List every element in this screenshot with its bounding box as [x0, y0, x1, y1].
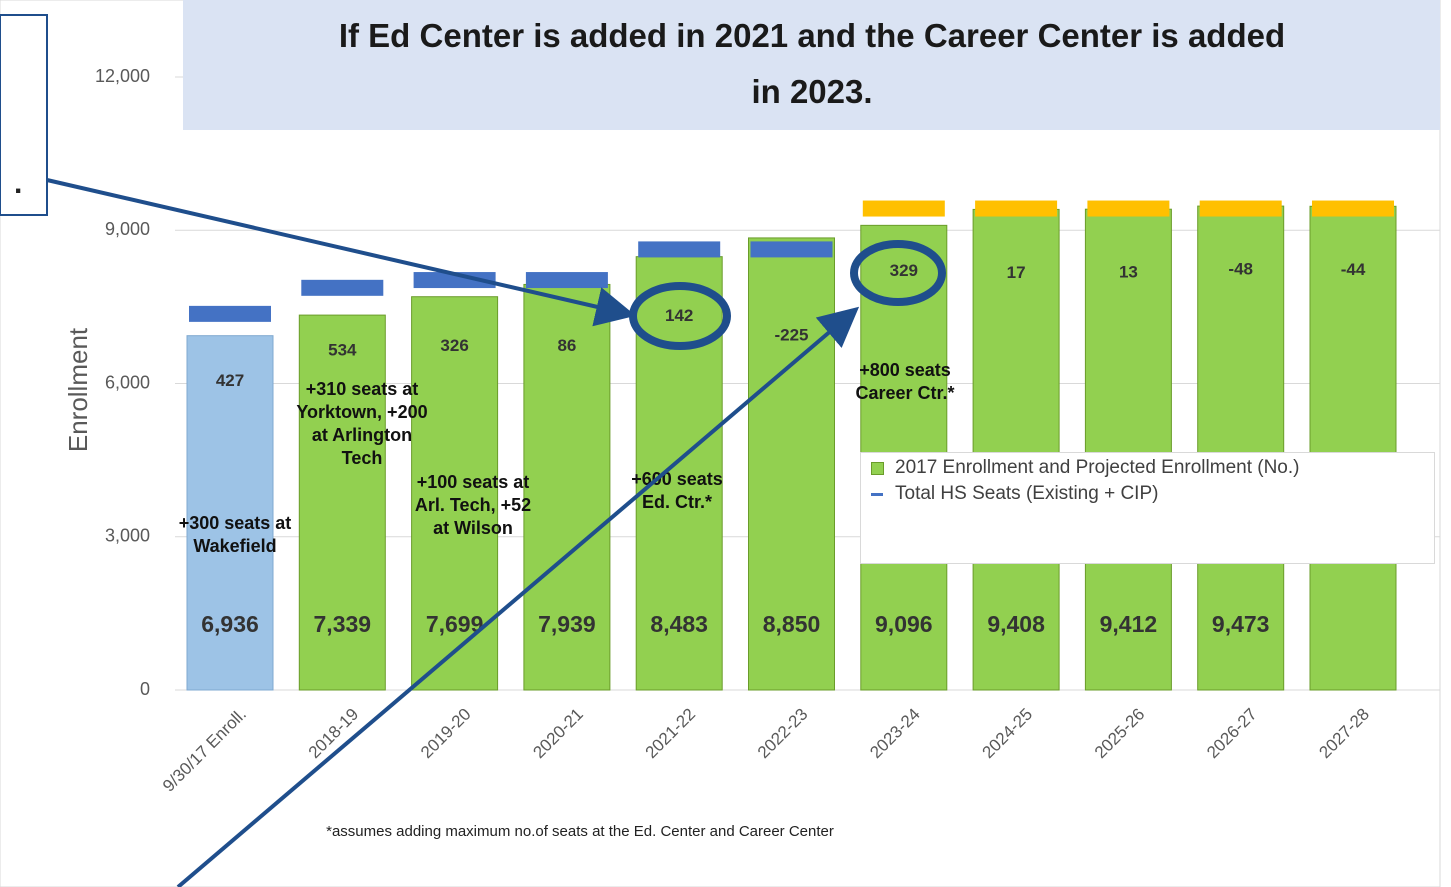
- difference-label: 427: [216, 371, 244, 390]
- annotation: at Arlington: [312, 425, 412, 445]
- footnote: *assumes adding maximum no.of seats at t…: [326, 823, 834, 840]
- annotation: Tech: [342, 448, 383, 468]
- annotation: Wakefield: [193, 536, 276, 556]
- legend-item: 2017 Enrollment and Projected Enrollment…: [871, 455, 1426, 481]
- arrow: [176, 306, 860, 887]
- y-axis-label: Enrollment: [63, 327, 93, 452]
- annotation: Ed. Ctr.*: [642, 492, 712, 512]
- legend-swatch: [871, 493, 883, 496]
- seat-marker: [413, 272, 496, 289]
- seat-marker: [189, 305, 271, 322]
- bar: [635, 256, 723, 691]
- y-tick-label: 0: [140, 679, 150, 699]
- annotation: at Wilson: [433, 518, 513, 538]
- highlight-circle: [850, 240, 946, 306]
- seat-marker: [1312, 200, 1394, 217]
- value-label: 7,339: [314, 611, 372, 637]
- difference-label: 329: [890, 261, 918, 280]
- value-label: 9,096: [875, 611, 933, 637]
- bar: [186, 335, 274, 691]
- seat-marker: [975, 200, 1058, 217]
- value-label: 8,850: [763, 611, 821, 637]
- value-label: 6,936: [201, 611, 259, 637]
- legend-swatch: [871, 462, 884, 475]
- value-label: 8,483: [650, 611, 708, 637]
- bar: [1084, 208, 1172, 691]
- value-label: 7,939: [538, 611, 596, 637]
- annotation: Career Ctr.*: [855, 383, 954, 403]
- bar: [1197, 205, 1285, 691]
- difference-label: 142: [665, 306, 693, 325]
- value-label: 9,473: [1212, 611, 1270, 637]
- bar: [523, 283, 611, 691]
- annotation: +100 seats at: [417, 472, 530, 492]
- legend-label: Total HS Seats (Existing + CIP): [895, 483, 1159, 504]
- seat-marker: [1087, 200, 1170, 217]
- legend-label: 2017 Enrollment and Projected Enrollment…: [895, 457, 1300, 478]
- difference-label: -225: [774, 325, 808, 344]
- annotation: +600 seats: [631, 469, 723, 489]
- y-tick-label: 3,000: [105, 526, 150, 546]
- y-tick-label: 6,000: [105, 372, 150, 392]
- seat-marker: [750, 241, 833, 258]
- difference-label: -48: [1228, 260, 1253, 279]
- side-note: .: [14, 167, 22, 200]
- y-tick-label: 12,000: [95, 66, 150, 86]
- annotation: +300 seats at: [179, 513, 292, 533]
- difference-label: 13: [1119, 263, 1138, 282]
- seat-marker: [301, 279, 384, 296]
- seat-marker: [862, 200, 945, 217]
- seat-marker: [638, 241, 721, 258]
- y-tick-label: 9,000: [105, 219, 150, 239]
- bar: [298, 314, 386, 691]
- value-label: 9,412: [1100, 611, 1158, 637]
- difference-label: 326: [440, 336, 468, 355]
- difference-label: -44: [1341, 260, 1366, 279]
- annotation: Yorktown, +200: [296, 402, 427, 422]
- value-label: 9,408: [987, 611, 1045, 637]
- bar: [1309, 205, 1397, 691]
- difference-label: 86: [557, 336, 576, 355]
- side-box: [0, 14, 48, 216]
- bar: [972, 208, 1060, 691]
- difference-label: 534: [328, 341, 357, 360]
- legend-item: Total HS Seats (Existing + CIP): [871, 481, 1426, 507]
- legend: 2017 Enrollment and Projected Enrollment…: [860, 452, 1435, 564]
- chart-title: If Ed Center is added in 2021 and the Ca…: [339, 17, 1285, 110]
- title-box: [183, 0, 1440, 130]
- annotation: +310 seats at: [306, 379, 419, 399]
- annotation: +800 seats: [859, 360, 951, 380]
- difference-label: 17: [1007, 263, 1026, 282]
- arrow: [46, 178, 636, 327]
- seat-marker: [525, 272, 608, 289]
- seat-marker: [1199, 200, 1282, 217]
- annotation: Arl. Tech, +52: [415, 495, 531, 515]
